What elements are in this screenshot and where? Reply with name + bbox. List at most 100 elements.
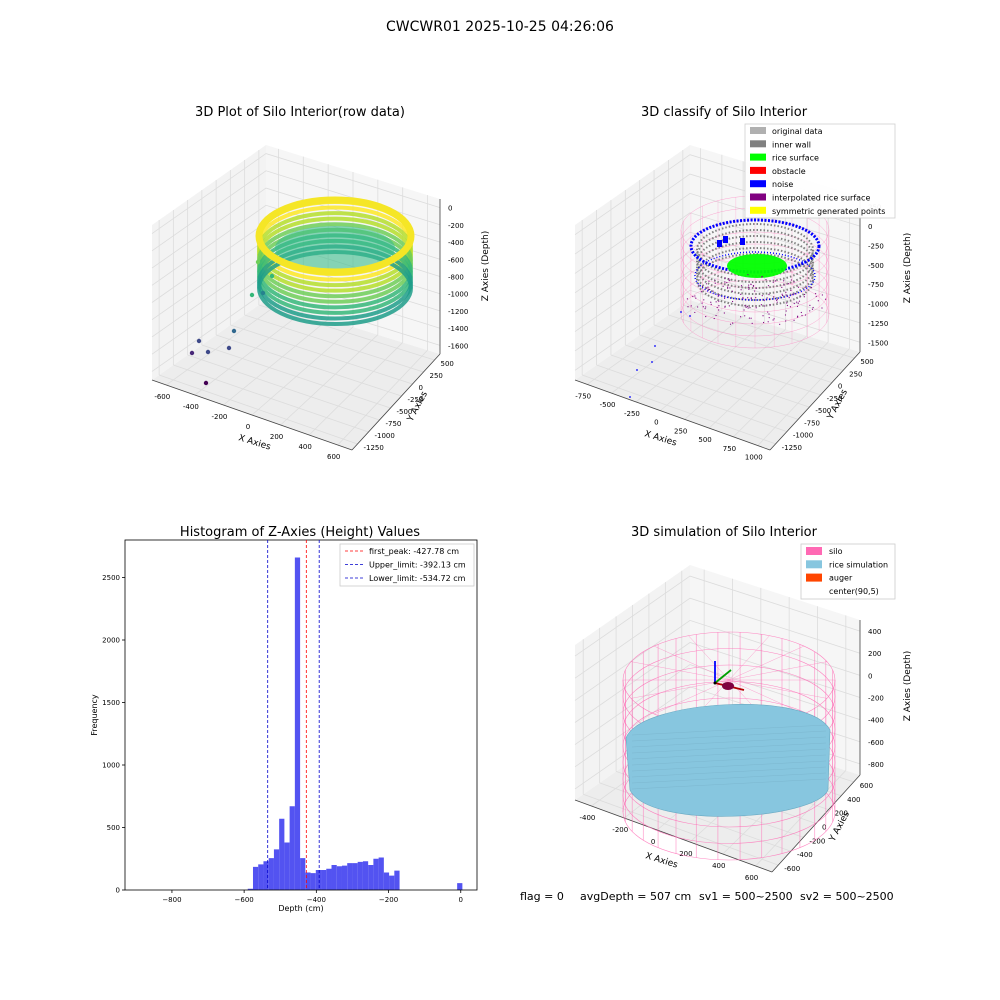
classify-legend: original data inner wall rice surface obsta… <box>744 123 896 219</box>
raw-x-grid <box>337 349 428 446</box>
raw-z-label: Z Axies (Depth) <box>481 231 491 302</box>
subplot-simulation: 3D simulation of Silo Interior -400 -200 0… <box>574 525 913 882</box>
cls-x-grid <box>660 322 765 411</box>
cls-y-tick-label: -250 <box>827 395 843 403</box>
cls-interpolated-point <box>718 293 720 296</box>
raw-z-tick-label: -1000 <box>448 291 468 299</box>
cls-x-tick-label: 500 <box>698 436 711 444</box>
cls-interpolated-point <box>740 285 743 287</box>
histogram-bar <box>378 857 384 890</box>
histogram-bar <box>347 863 353 890</box>
raw-x-axis-line <box>151 379 353 451</box>
raw-y-tick-label: -500 <box>397 408 413 416</box>
histogram-plot: −800 −600 −400 −200 0 0 500 1000 1500 2000 2500 fir… <box>102 539 478 904</box>
cls-noise-outlier <box>654 345 656 347</box>
cls-interpolated-point <box>768 313 770 315</box>
cls-z-tick-label: -500 <box>868 262 884 270</box>
histogram-x-tick-label: −600 <box>235 896 254 904</box>
sim-rice-mesh-line <box>631 736 827 748</box>
sim-rice-mesh-line <box>631 730 827 742</box>
sim-silo-cap-spoke <box>631 679 730 699</box>
cls-interpolated-point <box>809 310 811 312</box>
cls-interpolated-point <box>783 284 785 286</box>
simulation-legend: silo rice simulation auger center(90,5) <box>800 543 896 600</box>
cls-interpolated-point <box>812 306 814 309</box>
cls-interpolated-point <box>709 288 711 291</box>
cls-interpolated-point <box>783 280 785 282</box>
histogram-bar <box>357 861 363 890</box>
sim-silo-cap-spoke <box>688 635 730 681</box>
cls-y-grid <box>639 334 821 396</box>
cls-inner-wall <box>696 241 814 295</box>
raw-y-grid <box>173 364 369 433</box>
cls-interpolated-point <box>767 311 769 313</box>
histogram-x-tick-label: 0 <box>459 896 463 904</box>
raw-x-grid <box>194 311 304 396</box>
cls-interpolated-point <box>786 304 788 307</box>
cls-interpolated-point <box>767 321 769 323</box>
cls-interpolated-point <box>728 278 730 280</box>
cls-interpolated-point <box>744 305 746 307</box>
cls-interpolated-point <box>787 283 790 285</box>
cls-interpolated-point <box>769 304 771 306</box>
cls-interpolated-point <box>743 309 745 311</box>
raw-x-grid <box>223 318 329 406</box>
cls-interpolated-point <box>761 276 763 278</box>
cls-interpolated-point <box>810 287 812 289</box>
histogram-bar <box>321 870 327 890</box>
raw-outlier-point <box>189 350 195 356</box>
cls-interpolated-point <box>785 294 787 296</box>
cls-interpolated-point <box>723 312 725 314</box>
cls-inner-wall <box>696 235 814 289</box>
cls-interpolated-point <box>747 307 749 309</box>
raw-y-tick-label: -1250 <box>364 444 384 452</box>
sim-y-tick-label: 600 <box>860 782 873 790</box>
sim-rice-mesh-line <box>631 778 827 790</box>
histogram-bar <box>279 818 285 890</box>
cls-interpolated-point <box>785 320 787 322</box>
cls-interpolated-point <box>803 296 805 298</box>
sim-silo-cap-spoke <box>728 645 805 681</box>
sim-auger-axis-y <box>714 669 732 684</box>
cls-interpolated-point <box>760 304 763 306</box>
simulation-z-label: Z Axies (Depth) <box>903 651 913 722</box>
sim-z-tick-label: 400 <box>868 628 881 636</box>
histogram-bar <box>383 872 390 890</box>
raw-y-tick-label: -750 <box>386 420 402 428</box>
cls-interpolated-point <box>692 295 694 298</box>
raw-z-grid <box>151 187 441 269</box>
cls-interpolated-point <box>763 299 765 301</box>
sim-legend-swatch <box>806 547 822 555</box>
cls-interpolated-point <box>724 281 726 283</box>
cls-x-tick-label: -750 <box>575 392 591 400</box>
histogram-y-tick-label: 1000 <box>102 762 120 770</box>
cls-interpolated-point <box>748 317 751 319</box>
cls-noise-outlier <box>680 311 682 313</box>
sim-y-tick-label: -400 <box>797 851 813 859</box>
sim-silo-cap-spoke <box>728 635 770 681</box>
sim-legend-label: center(90,5) <box>829 587 879 596</box>
subplot-raw-title: 3D Plot of Silo Interior(row data) <box>195 105 405 120</box>
cls-interpolated-point <box>698 284 700 286</box>
cls-interpolated-point <box>728 280 730 282</box>
cls-legend-label: inner wall <box>772 140 811 149</box>
raw-y-grid <box>244 314 424 373</box>
sim-center-point <box>713 681 717 685</box>
raw-outlier-point <box>203 380 209 386</box>
cls-interpolated-point <box>717 295 719 297</box>
cls-interpolated-point <box>796 301 798 303</box>
cls-interpolated-point <box>740 293 742 295</box>
raw-z-tick-label: -1600 <box>448 342 468 350</box>
histogram-bar <box>300 858 306 890</box>
sim-y-tick-label: 200 <box>835 810 848 818</box>
sim-x-tick-label: 0 <box>651 838 655 846</box>
sim-z-grid <box>574 642 861 723</box>
histogram-title: Histogram of Z-Axies (Height) Values <box>180 525 420 540</box>
histogram-bar <box>284 842 290 890</box>
histogram-x-tick-label: −200 <box>379 896 398 904</box>
cls-interpolated-point <box>703 299 705 301</box>
raw-y-grid <box>201 344 391 409</box>
cls-interpolated-point <box>789 306 792 308</box>
cls-interpolated-point <box>793 281 795 283</box>
cls-y-tick-label: -750 <box>804 419 820 427</box>
